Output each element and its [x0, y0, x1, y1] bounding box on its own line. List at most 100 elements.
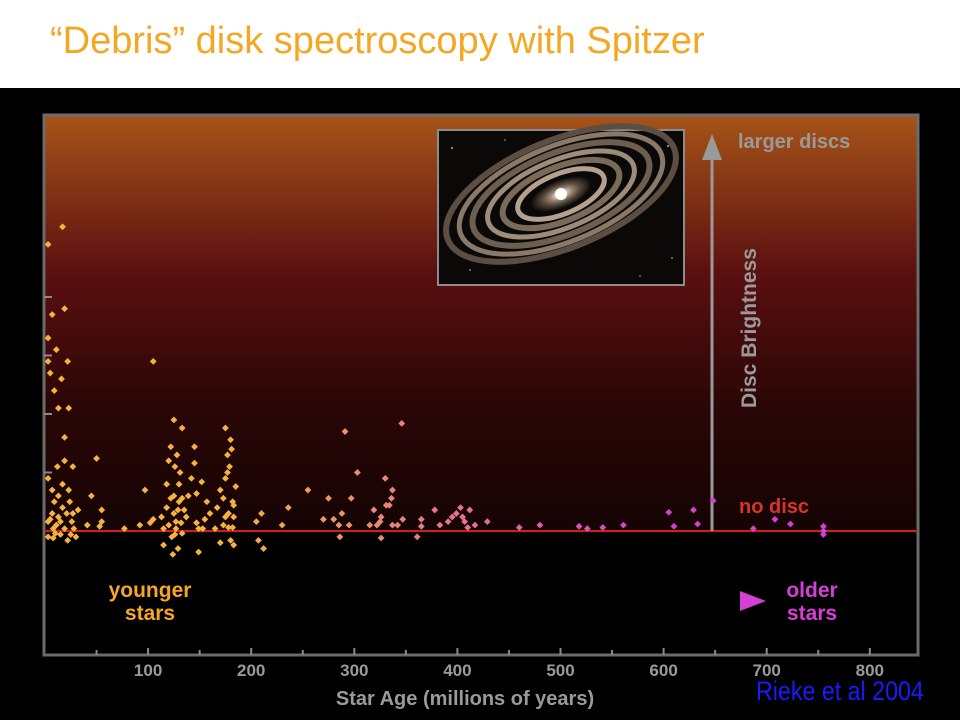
data-point: [178, 529, 186, 537]
data-point: [619, 521, 627, 529]
data-point: [388, 494, 395, 502]
data-point: [50, 387, 58, 394]
data-point: [381, 474, 389, 482]
page-title: “Debris” disk spectroscopy with Spitzer: [50, 20, 705, 62]
data-point: [417, 515, 425, 523]
data-point: [466, 506, 474, 514]
data-point: [167, 443, 175, 451]
data-point: [353, 469, 361, 476]
data-point: [65, 486, 73, 494]
x-tick-label: 200: [237, 661, 265, 680]
data-point: [224, 451, 231, 459]
data-point: [160, 525, 167, 533]
data-point: [709, 497, 717, 504]
arrow-right-icon: [740, 591, 766, 611]
data-point: [120, 525, 128, 533]
data-point: [171, 531, 179, 538]
data-point: [98, 518, 106, 526]
data-point: [284, 504, 292, 511]
data-point: [44, 474, 52, 482]
data-point: [515, 524, 523, 531]
data-point: [431, 506, 439, 514]
data-point: [58, 375, 65, 383]
x-axis-label: Star Age (millions of years): [336, 688, 594, 710]
data-point: [170, 492, 178, 500]
data-point: [52, 521, 60, 529]
data-point: [61, 434, 68, 441]
data-point: [690, 506, 697, 514]
data-point: [787, 520, 794, 528]
data-point: [226, 463, 233, 471]
data-point: [377, 513, 385, 521]
data-point: [175, 498, 183, 506]
data-point: [216, 486, 224, 494]
data-point: [178, 494, 186, 502]
data-point: [65, 404, 73, 412]
data-point: [389, 486, 396, 494]
data-point: [188, 474, 195, 482]
arrow-up-icon: [702, 134, 722, 160]
data-point: [180, 506, 188, 514]
data-point: [583, 525, 591, 533]
data-point: [230, 513, 238, 521]
data-point: [83, 521, 91, 529]
data-point: [389, 521, 396, 529]
data-point: [98, 506, 106, 514]
data-point: [338, 510, 346, 517]
data-point: [260, 545, 267, 552]
data-point: [229, 524, 237, 531]
data-point: [335, 521, 343, 529]
data-point: [225, 510, 232, 517]
data-point: [53, 463, 61, 471]
data-point: [341, 428, 349, 435]
data-point: [452, 510, 460, 517]
younger-stars-label-line2: stars: [125, 602, 175, 625]
older-stars-label-line2: stars: [787, 602, 837, 625]
data-point: [44, 334, 52, 342]
data-point: [413, 533, 421, 541]
data-point: [203, 498, 211, 506]
data-point: [170, 416, 178, 424]
data-point: [278, 521, 286, 529]
data-point: [172, 525, 180, 533]
data-point: [599, 524, 607, 531]
data-point: [57, 518, 64, 526]
data-point: [304, 486, 312, 494]
scatter-chart: 100 200 300 400 500 600 700 800: [42, 113, 920, 710]
data-point: [170, 510, 178, 517]
x-tick-label: 800: [856, 661, 884, 680]
data-point: [175, 480, 183, 488]
data-point: [176, 469, 184, 476]
data-point: [483, 518, 491, 526]
data-point: [70, 525, 78, 533]
x-axis-ticks: 100 200 300 400 500 600 700 800: [95, 648, 884, 680]
data-point: [370, 506, 378, 514]
data-point: [222, 474, 229, 482]
data-point: [64, 536, 72, 544]
data-point: [66, 498, 74, 506]
data-point: [52, 346, 60, 354]
younger-stars-label-line1: younger: [109, 579, 192, 602]
data-point: [820, 531, 827, 538]
data-point: [195, 525, 203, 533]
x-tick-label: 500: [546, 661, 574, 680]
plot-frame: [42, 113, 920, 657]
x-tick-label: 300: [340, 661, 368, 680]
chart-figure: 100 200 300 400 500 600 700 800: [0, 88, 960, 720]
data-point: [172, 518, 180, 526]
data-point: [258, 510, 265, 517]
data-point: [160, 541, 167, 549]
data-point: [399, 515, 407, 523]
data-point: [165, 521, 173, 529]
data-point: [198, 478, 206, 486]
x-tick-label: 700: [753, 661, 781, 680]
data-point: [163, 504, 171, 511]
data-point: [61, 525, 68, 533]
data-point: [225, 524, 232, 531]
data-point: [191, 443, 198, 451]
data-point: [44, 357, 52, 365]
data-point: [69, 463, 77, 471]
data-point: [398, 419, 406, 427]
data-point: [63, 510, 71, 517]
data-point: [69, 510, 77, 517]
